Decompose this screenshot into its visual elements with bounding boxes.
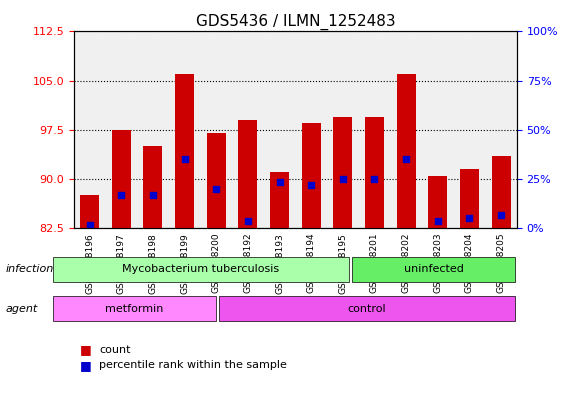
Text: ■: ■ [80, 343, 91, 356]
Bar [365, 117, 384, 228]
Point [307, 182, 316, 189]
Point [275, 179, 284, 185]
Text: Mycobacterium tuberculosis: Mycobacterium tuberculosis [122, 264, 279, 274]
FancyBboxPatch shape [352, 257, 515, 281]
Text: control: control [348, 303, 386, 314]
Text: uninfected: uninfected [404, 264, 463, 274]
Bar [175, 74, 194, 228]
Bar [491, 156, 511, 228]
FancyBboxPatch shape [219, 296, 515, 321]
Bar [112, 130, 131, 228]
Bar [396, 74, 416, 228]
Text: agent: agent [6, 303, 38, 314]
Bar [270, 172, 289, 228]
FancyBboxPatch shape [53, 296, 216, 321]
Bar [239, 120, 257, 228]
Bar [80, 195, 99, 228]
Point [465, 215, 474, 221]
Point [212, 185, 221, 192]
FancyBboxPatch shape [53, 257, 349, 281]
Bar [460, 169, 479, 228]
Title: GDS5436 / ILMN_1252483: GDS5436 / ILMN_1252483 [195, 14, 395, 30]
Point [496, 212, 506, 218]
Point [85, 222, 94, 228]
Bar [302, 123, 321, 228]
Text: percentile rank within the sample: percentile rank within the sample [99, 360, 287, 371]
Point [148, 192, 157, 198]
Bar [144, 146, 162, 228]
Text: ■: ■ [80, 359, 91, 372]
Text: count: count [99, 345, 131, 355]
Point [370, 176, 379, 182]
Bar [333, 117, 352, 228]
Bar [207, 133, 225, 228]
Point [339, 176, 348, 182]
Point [433, 218, 442, 224]
Point [402, 156, 411, 162]
Point [117, 192, 126, 198]
Point [180, 156, 189, 162]
Point [243, 218, 252, 224]
Text: infection: infection [6, 264, 54, 274]
Text: metformin: metformin [105, 303, 164, 314]
Bar [428, 176, 447, 228]
